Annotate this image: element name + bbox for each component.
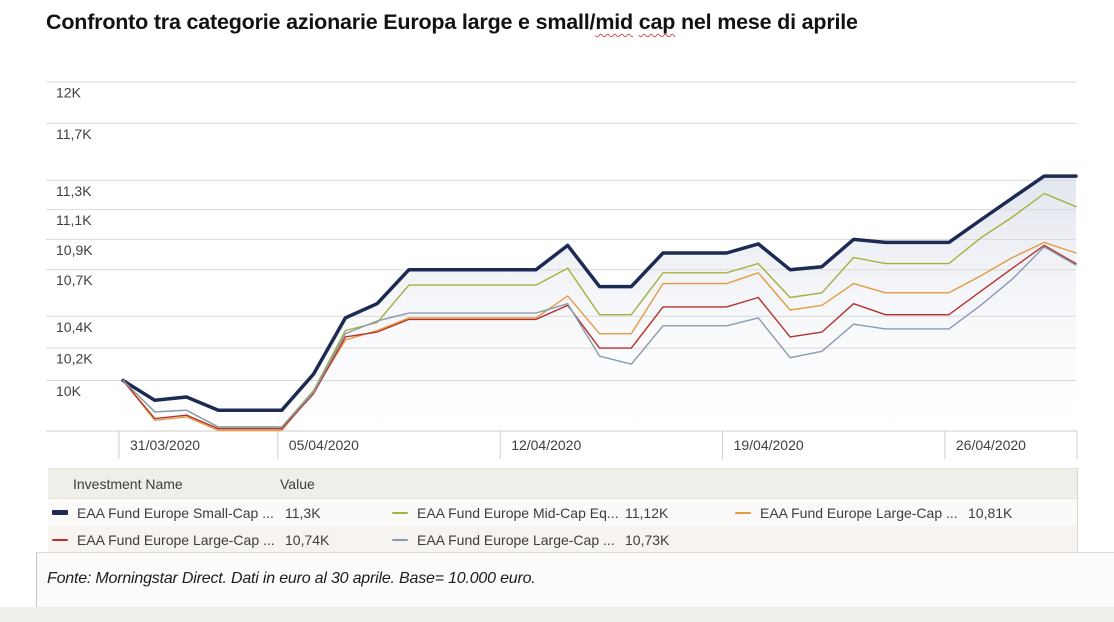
y-axis-label: 10,7K	[56, 272, 93, 288]
performance-line-chart: 12K 11,7K 11,3K 11,1K 10,9K 10,7K 10,4K 10,2K 10…	[46, 81, 1078, 459]
footer-band: Fonte: Morningstar Direct. Dati in euro …	[36, 552, 1114, 608]
legend-item: EAA Fund Europe Large-Cap ... 10,81K	[731, 499, 1077, 526]
page-title: Confronto tra categorie azionarie Europa…	[46, 10, 858, 35]
legend-item-value: 10,73K	[625, 531, 670, 548]
y-axis-label: 12K	[56, 85, 82, 101]
legend-item-name: EAA Fund Europe Large-Cap ...	[77, 531, 275, 548]
title-text-1: Confronto tra categorie azionarie Europa…	[46, 10, 596, 34]
x-axis-label: 31/03/2020	[130, 437, 200, 453]
legend-item-name: EAA Fund Europe Large-Cap ...	[417, 531, 615, 548]
legend-item-name: EAA Fund Europe Large-Cap ...	[760, 504, 958, 521]
y-axis-label: 10,2K	[56, 351, 93, 367]
legend-item-value: 10,74K	[285, 531, 330, 548]
legend-item-name: EAA Fund Europe Small-Cap ...	[77, 504, 274, 521]
title-text-2: nel mese di aprile	[675, 10, 858, 34]
x-axis-label: 19/04/2020	[734, 437, 804, 453]
legend-item-value: 10,81K	[968, 504, 1013, 521]
legend-header-investment-name: Investment Name	[73, 476, 183, 492]
legend-item: EAA Fund Europe Large-Cap ... 10,73K	[388, 526, 731, 553]
legend-item-value: 11,12K	[625, 504, 669, 521]
y-axis-label: 11,1K	[56, 212, 92, 228]
y-axis-label: 11,7K	[56, 126, 92, 142]
legend-header-row: Investment Name Value	[48, 469, 1077, 499]
legend-swatch	[735, 511, 751, 514]
y-axis-label: 11,3K	[56, 183, 92, 199]
y-axis-label: 10,4K	[56, 319, 93, 335]
legend-swatch	[392, 511, 408, 514]
x-axis-label: 26/04/2020	[956, 437, 1026, 453]
legend-header-value: Value	[280, 476, 315, 492]
legend-table: Investment Name Value EAA Fund Europe Sm…	[48, 468, 1078, 554]
legend-item-value: 11,3K	[285, 504, 321, 521]
title-spellcheck-word-1: mid	[595, 10, 633, 34]
legend-rows: EAA Fund Europe Small-Cap ... 11,3K EAA Fu…	[48, 499, 1077, 553]
series-line-0	[121, 174, 1078, 412]
series-line-3	[122, 244, 1077, 430]
legend-item: EAA Fund Europe Small-Cap ... 11,3K	[48, 499, 388, 526]
legend-item-name: EAA Fund Europe Mid-Cap Eq...	[417, 504, 619, 521]
x-axis-label: 12/04/2020	[511, 437, 581, 453]
legend-swatch	[52, 510, 68, 515]
legend-filler-cell	[731, 526, 1077, 553]
legend-item: EAA Fund Europe Mid-Cap Eq... 11,12K	[388, 499, 731, 526]
x-axis-label: 05/04/2020	[289, 437, 359, 453]
legend-swatch	[52, 538, 68, 541]
source-note: Fonte: Morningstar Direct. Dati in euro …	[47, 570, 536, 587]
legend-item: EAA Fund Europe Large-Cap ... 10,74K	[48, 526, 388, 553]
title-spellcheck-word-2: cap	[638, 10, 676, 34]
series-line-2	[122, 241, 1077, 432]
y-axis-label: 10K	[56, 383, 82, 399]
series-line-4	[122, 246, 1077, 428]
y-axis-label: 10,9K	[56, 242, 93, 258]
bottom-strip	[0, 607, 1114, 622]
small-cap-area-fill	[123, 176, 1076, 430]
legend-swatch	[392, 538, 408, 541]
